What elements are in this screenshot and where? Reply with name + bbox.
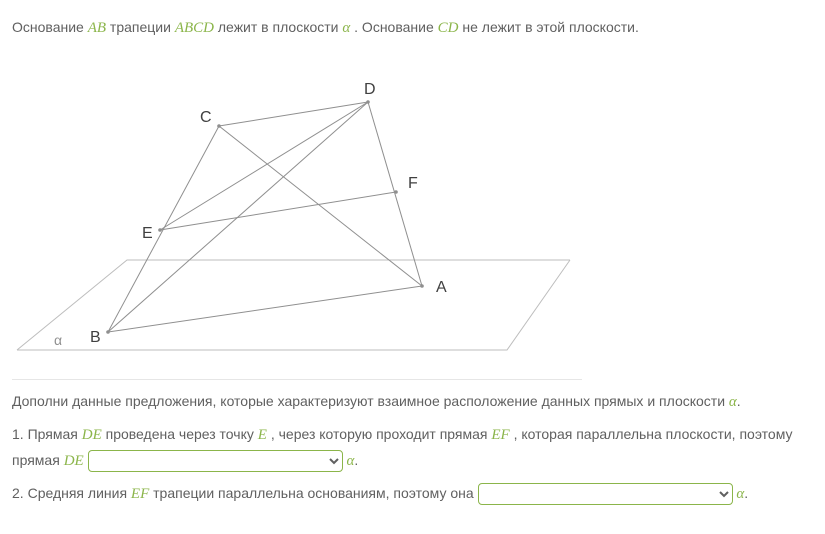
q2-t2: трапеции параллельна основаниям, поэтому…: [153, 485, 477, 501]
intro-t1: Основание: [12, 19, 88, 35]
period-2: .: [354, 452, 358, 468]
var-e: E: [258, 427, 267, 443]
var-de-2: DE: [64, 453, 84, 469]
svg-text:A: A: [436, 279, 447, 296]
q2-t1: Средняя линия: [28, 485, 131, 501]
var-alpha-2: α: [729, 394, 737, 410]
q1-t3: , через которую проходит прямая: [271, 426, 492, 442]
svg-text:E: E: [142, 225, 153, 242]
question-2: 2. Средняя линия EF трапеции параллельна…: [12, 482, 813, 508]
geometry-diagram: A B C D E Fα: [12, 60, 582, 380]
q2-select[interactable]: [478, 483, 733, 505]
svg-text:C: C: [200, 109, 212, 126]
var-alpha-1: α: [342, 20, 350, 36]
intro-text: Основание AB трапеции ABCD лежит в плоск…: [12, 16, 813, 42]
task-prompt: Дополни данные предложения, которые хара…: [12, 390, 813, 416]
var-abcd: ABCD: [175, 20, 214, 36]
var-ef-1: EF: [491, 427, 509, 443]
var-de-1: DE: [82, 427, 102, 443]
intro-t3: лежит в плоскости: [218, 19, 343, 35]
var-cd: CD: [438, 20, 459, 36]
q1-t1: Прямая: [28, 426, 82, 442]
svg-text:B: B: [90, 329, 101, 346]
question-1: 1. Прямая DE проведена через точку E , ч…: [12, 423, 813, 474]
svg-text:D: D: [364, 81, 376, 98]
intro-t5: не лежит в этой плоскости.: [462, 19, 639, 35]
var-ef-2: EF: [131, 486, 149, 502]
intro-t4: . Основание: [354, 19, 437, 35]
q1-t2: проведена через точку: [106, 426, 258, 442]
svg-text:α: α: [54, 332, 62, 348]
task-prompt-text: Дополни данные предложения, которые хара…: [12, 393, 729, 409]
var-ab: AB: [88, 20, 106, 36]
period-1: .: [737, 393, 741, 409]
period-3: .: [744, 485, 748, 501]
svg-text:F: F: [408, 175, 418, 192]
intro-t2: трапеции: [110, 19, 175, 35]
q1-select[interactable]: [88, 450, 343, 472]
q1-num: 1.: [12, 426, 24, 442]
q2-num: 2.: [12, 485, 24, 501]
